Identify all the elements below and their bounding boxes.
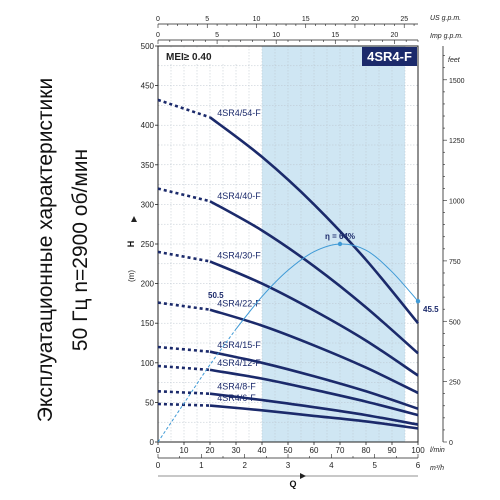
curve-label: 4SR4/30-F bbox=[217, 251, 261, 261]
feet-tick-label: 0 bbox=[449, 440, 453, 447]
grid bbox=[157, 45, 419, 443]
feet-tick-label: 250 bbox=[449, 380, 461, 387]
x-axis-label: Q bbox=[289, 479, 296, 489]
y-axis-unit: (m) bbox=[127, 270, 136, 282]
impgpm-tick-label: 20 bbox=[390, 32, 398, 39]
x-tick-label: 0 bbox=[156, 446, 161, 455]
curve-4SR4/40-F bbox=[209, 200, 419, 355]
side-title-line2: 50 Гц n=2900 об/мин bbox=[69, 149, 92, 351]
x-tick-label: 90 bbox=[388, 446, 397, 455]
y-tick-label: 300 bbox=[141, 200, 155, 209]
curve-4SR4/22-F-dashed bbox=[157, 301, 211, 311]
efficiency-point bbox=[337, 241, 343, 247]
x-tick-label: 80 bbox=[362, 446, 371, 455]
y-tick-label: 400 bbox=[141, 121, 155, 130]
y-tick-label: 200 bbox=[141, 280, 155, 289]
curve-4SR4/8-F bbox=[209, 392, 419, 426]
y-tick-label: 0 bbox=[150, 438, 155, 447]
efficiency-annotation: 50.5 bbox=[208, 291, 224, 300]
m3h-tick-label: 5 bbox=[372, 461, 377, 470]
efficiency-curve-line bbox=[235, 243, 419, 330]
m3h-tick-label: 0 bbox=[156, 461, 161, 470]
usgpm-tick-label: 20 bbox=[351, 16, 359, 23]
usgpm-tick-label: 0 bbox=[156, 16, 160, 23]
feet-tick-label: 1000 bbox=[449, 199, 465, 206]
curve-4SR4/8-F-dashed bbox=[157, 390, 211, 395]
m3h-tick-label: 6 bbox=[416, 461, 421, 470]
feet-tick-label: 1250 bbox=[449, 138, 465, 145]
efficiency-curve-dashed bbox=[157, 328, 237, 443]
curve-4SR4/15-F bbox=[209, 350, 419, 410]
x-tick-label: 30 bbox=[232, 446, 241, 455]
y-feet-unit: feet bbox=[448, 57, 461, 64]
y-tick-label: 150 bbox=[141, 319, 155, 328]
m3h-tick-label: 4 bbox=[329, 461, 334, 470]
curve-label: 4SR4/8-F bbox=[217, 381, 256, 391]
chart-title: 4SR4-F bbox=[367, 49, 412, 64]
curve-4SR4/6-F-dashed bbox=[157, 402, 211, 407]
y-tick-label: 100 bbox=[141, 359, 155, 368]
x-tick-label: 10 bbox=[180, 446, 189, 455]
side-title: Эксплуатационные характеристики 50 Гц n=… bbox=[34, 78, 92, 422]
curve-4SR4/12-F bbox=[209, 368, 419, 417]
feet-tick-label: 750 bbox=[449, 259, 461, 266]
h-arrow bbox=[131, 216, 137, 222]
x-tick-label: 100 bbox=[411, 446, 425, 455]
efficiency-annotation: η = 64% bbox=[325, 232, 355, 241]
curve-label: 4SR4/22-F bbox=[217, 298, 261, 308]
curve-label: 4SR4/15-F bbox=[217, 340, 261, 350]
mei-box bbox=[160, 48, 242, 64]
axis-ticks: 0501001502002503003504004505000250500750… bbox=[131, 16, 465, 479]
x-impgpm-unit: Imp g.p.m. bbox=[430, 33, 463, 40]
curve-label: 4SR4/54-F bbox=[217, 108, 261, 118]
x-m3h-unit: m³/h bbox=[430, 465, 444, 472]
x-usgpm-unit: US g.p.m. bbox=[430, 15, 461, 22]
usgpm-tick-label: 5 bbox=[205, 16, 209, 23]
q-arrow bbox=[300, 473, 306, 479]
usgpm-tick-label: 10 bbox=[253, 16, 261, 23]
curve-label: 4SR4/6-F bbox=[217, 393, 256, 403]
m3h-tick-label: 2 bbox=[242, 461, 247, 470]
impgpm-tick-label: 5 bbox=[215, 32, 219, 39]
curve-4SR4/40-F-dashed bbox=[157, 187, 211, 203]
y-tick-label: 500 bbox=[141, 42, 155, 51]
x-tick-label: 50 bbox=[284, 446, 293, 455]
feet-tick-label: 500 bbox=[449, 319, 461, 326]
curve-4SR4/6-F bbox=[209, 404, 419, 430]
y-tick-label: 350 bbox=[141, 161, 155, 170]
y-axis-label: H bbox=[126, 241, 136, 248]
x-tick-label: 40 bbox=[258, 446, 267, 455]
head-curves: 4SR4/54-F 4SR4/40-F 4SR4/30-F 4SR4/22-F 4SR4… bbox=[157, 98, 420, 430]
usgpm-tick-label: 25 bbox=[400, 16, 408, 23]
curve-label: 4SR4/40-F bbox=[217, 191, 261, 201]
x-tick-label: 20 bbox=[206, 446, 215, 455]
model-badge bbox=[362, 47, 417, 66]
efficiency-point bbox=[415, 299, 421, 304]
efficiency-curve: η = 64% 50.5 45.5 bbox=[157, 232, 439, 443]
y-tick-label: 450 bbox=[141, 82, 155, 91]
y-tick-label: 250 bbox=[141, 240, 155, 249]
side-title-line1: Эксплуатационные характеристики bbox=[34, 78, 57, 422]
mei-label: MEI≥ 0.40 bbox=[166, 52, 212, 63]
impgpm-tick-label: 10 bbox=[272, 32, 280, 39]
m3h-tick-label: 3 bbox=[286, 461, 291, 470]
curve-4SR4/15-F-dashed bbox=[157, 345, 211, 353]
x-main-unit: l/min bbox=[430, 447, 445, 454]
curve-4SR4/30-F-dashed bbox=[157, 250, 211, 263]
curve-4SR4/30-F bbox=[209, 260, 419, 377]
m3h-tick-label: 1 bbox=[199, 461, 204, 470]
y-tick-label: 50 bbox=[145, 398, 154, 407]
impgpm-tick-label: 0 bbox=[156, 32, 160, 39]
efficiency-annotation: 45.5 bbox=[423, 305, 439, 314]
feet-tick-label: 1500 bbox=[449, 78, 465, 85]
impgpm-tick-label: 15 bbox=[331, 32, 339, 39]
plot-frame bbox=[157, 45, 419, 443]
curve-label: 4SR4/12-F bbox=[217, 358, 261, 368]
usgpm-tick-label: 15 bbox=[302, 16, 310, 23]
curve-4SR4/22-F bbox=[209, 308, 419, 395]
x-tick-label: 70 bbox=[336, 446, 345, 455]
curve-4SR4/54-F bbox=[209, 116, 420, 325]
x-tick-label: 60 bbox=[310, 446, 319, 455]
